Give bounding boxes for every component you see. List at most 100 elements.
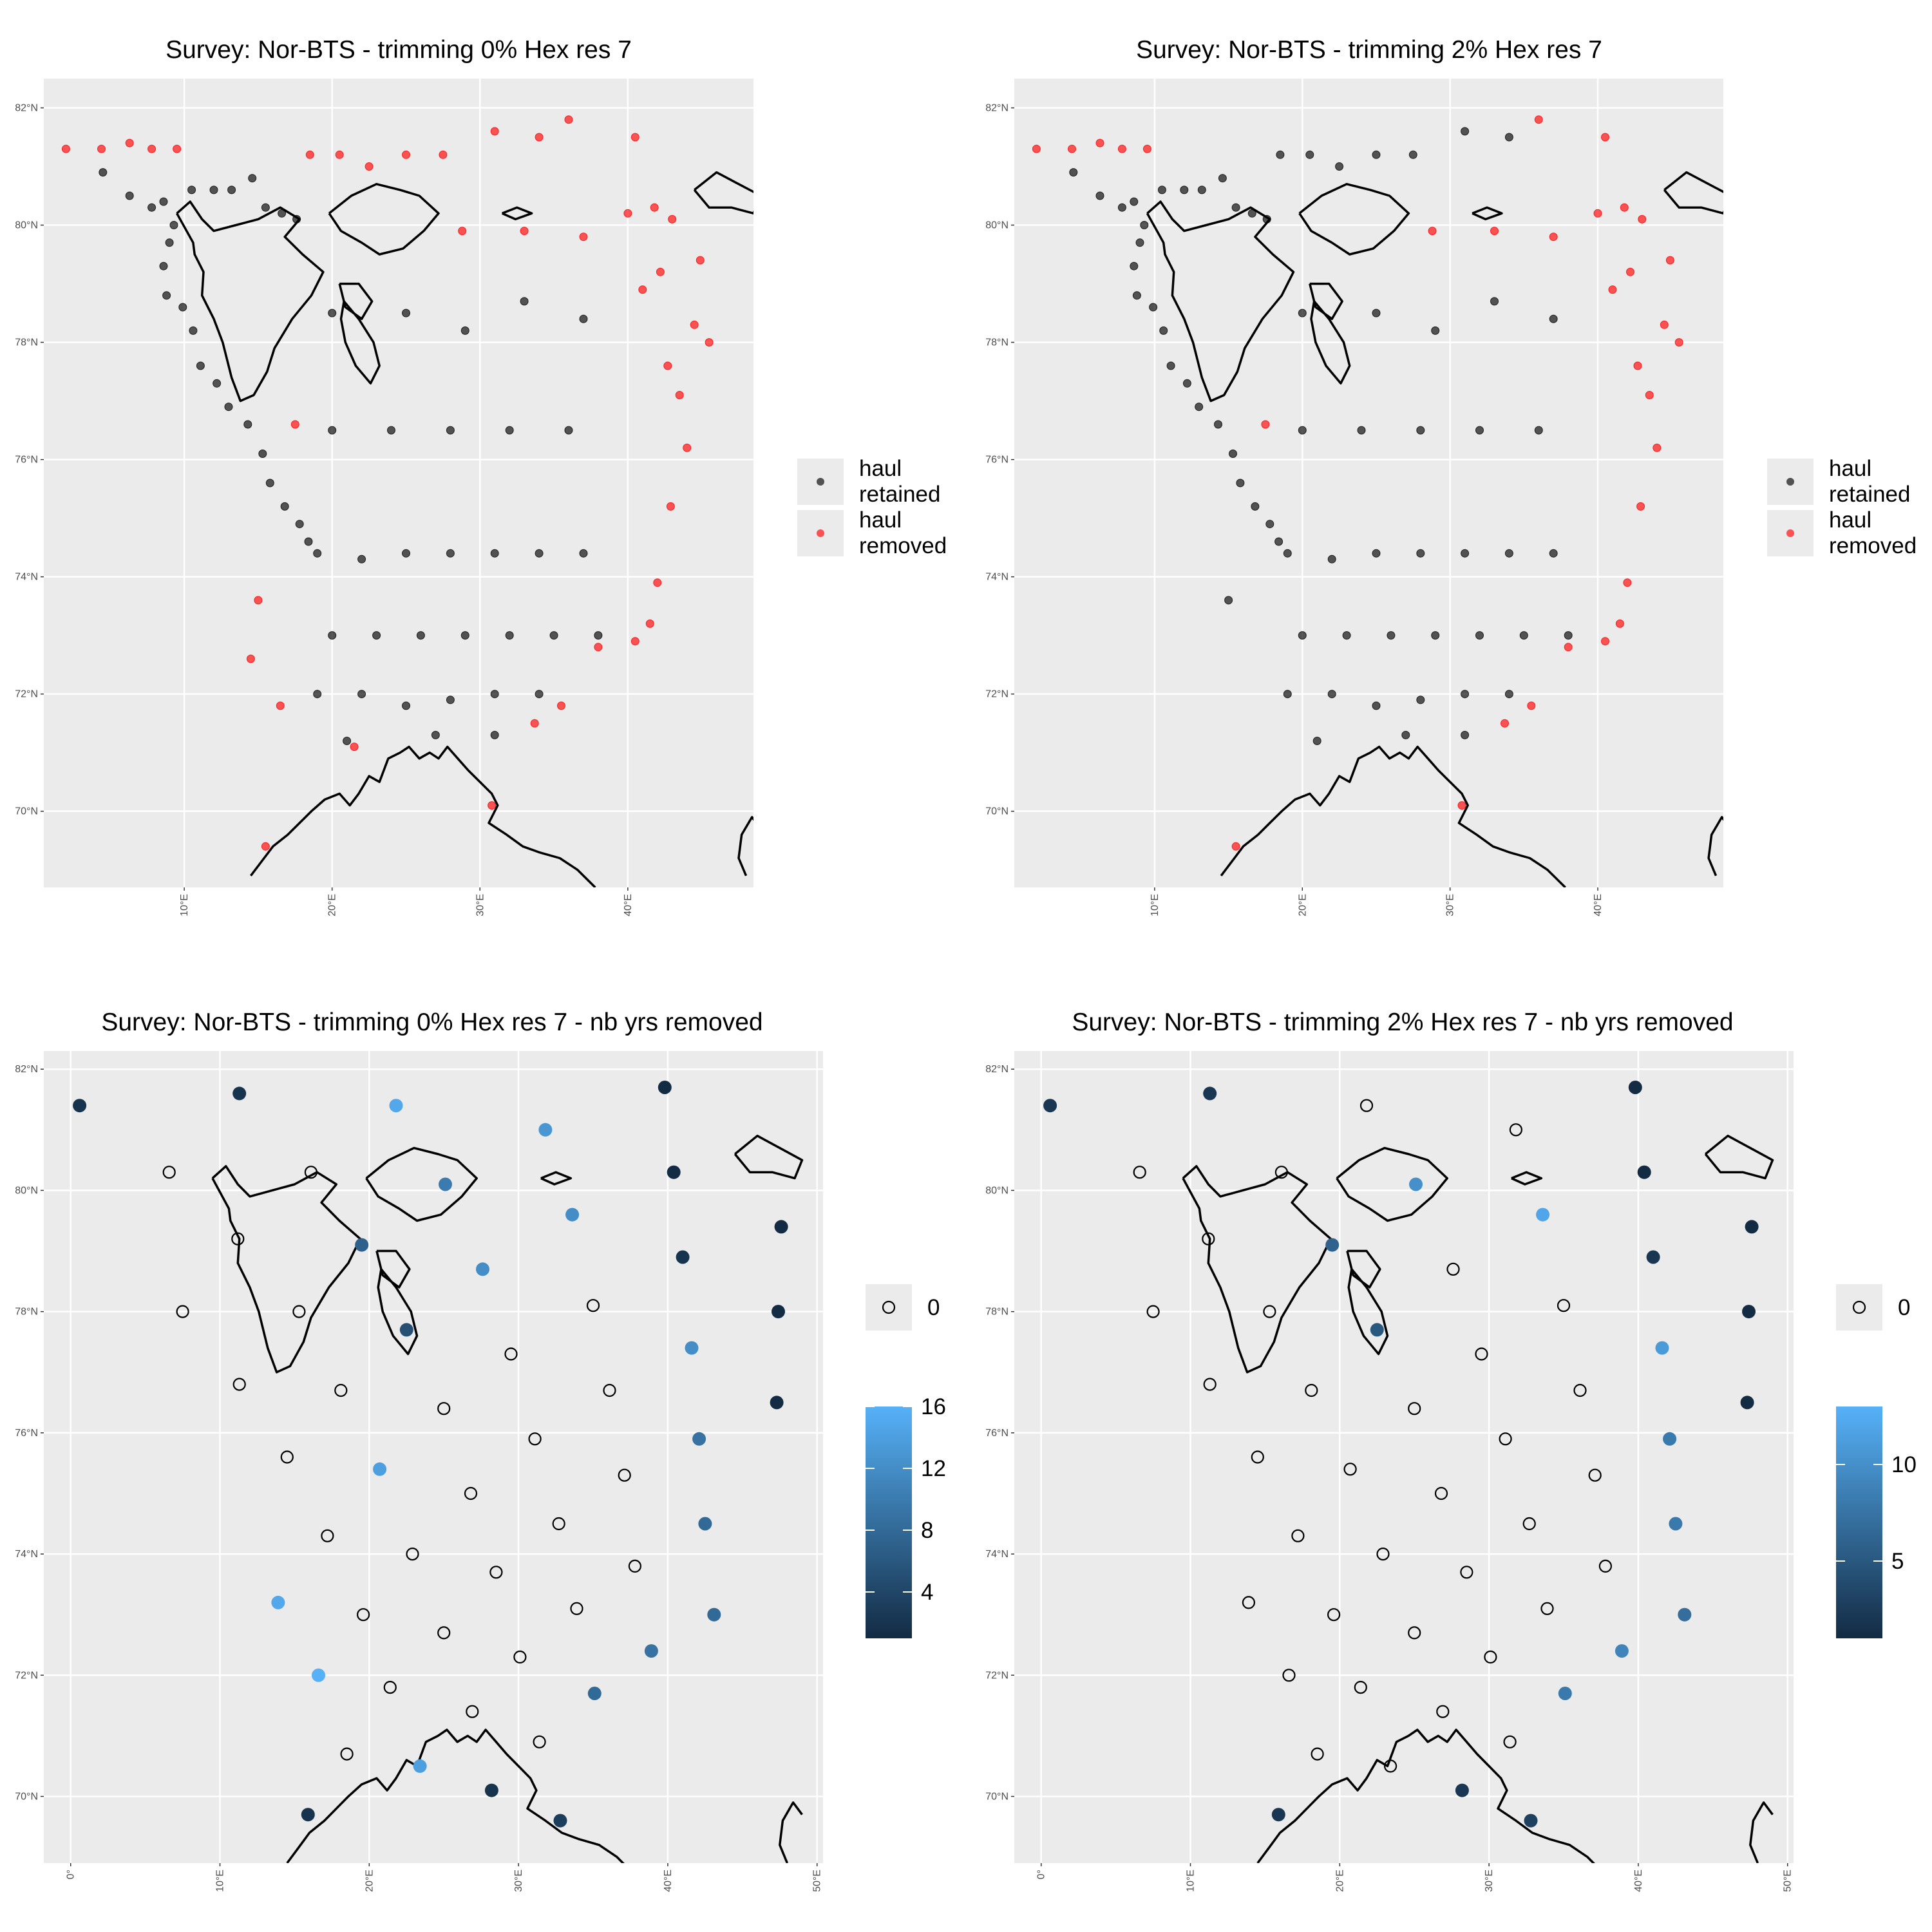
- hex-point-zero: [1251, 1450, 1264, 1464]
- haul-point: [1534, 115, 1543, 124]
- haul-point: [675, 391, 684, 399]
- haul-point: [372, 631, 381, 640]
- haul-point: [1335, 162, 1344, 171]
- haul-point: [365, 162, 374, 171]
- x-tick-label: 40°E: [623, 894, 634, 916]
- haul-point: [1157, 185, 1166, 194]
- x-tick-label: 0°: [1036, 1870, 1047, 1879]
- haul-point: [446, 549, 455, 558]
- hex-point-removed: [698, 1517, 712, 1531]
- hex-point-zero: [628, 1559, 642, 1573]
- legend-zero-label: 0: [1898, 1295, 1910, 1320]
- haul-point: [147, 144, 156, 153]
- haul-point: [246, 654, 255, 663]
- x-tick-label: 30°E: [513, 1870, 524, 1892]
- coastline-franz_josef: [693, 171, 753, 215]
- y-tick-label: 70°N: [985, 1791, 1009, 1802]
- haul-point: [159, 261, 168, 270]
- haul-point: [520, 227, 529, 236]
- haul-point: [1519, 631, 1528, 640]
- haul-point: [1095, 191, 1104, 200]
- plot-area: [1014, 1051, 1794, 1863]
- hex-point-removed: [1325, 1238, 1340, 1252]
- x-tick-label: 20°E: [1297, 894, 1308, 916]
- hex-point-removed: [301, 1808, 315, 1822]
- hex-point-removed: [1742, 1305, 1756, 1319]
- legend: 0 4 8 12 16: [866, 1284, 946, 1638]
- panel-3: Survey: Nor-BTS - trimming 0% Hex res 7 …: [15, 1009, 946, 1892]
- legend-zero-label: 0: [927, 1295, 940, 1320]
- hex-point-zero: [586, 1299, 600, 1312]
- haul-point: [280, 502, 289, 511]
- coastline-svalbard_west: [211, 1165, 362, 1374]
- y-tick-label: 74°N: [15, 572, 38, 583]
- haul-point: [1660, 320, 1669, 329]
- haul-point: [530, 719, 539, 728]
- colorbar-tick-label: 12: [921, 1456, 946, 1481]
- coastline-edgeoya: [1347, 1268, 1389, 1356]
- haul-point: [1593, 209, 1602, 218]
- haul-point: [1159, 326, 1168, 335]
- coastline-kvitoya: [501, 206, 533, 221]
- haul-point: [1142, 144, 1151, 153]
- y-tick-label: 82°N: [15, 1064, 38, 1075]
- hex-point-zero: [552, 1517, 565, 1531]
- haul-point: [638, 285, 647, 294]
- hex-point-zero: [1291, 1529, 1305, 1542]
- haul-point: [1504, 690, 1513, 699]
- haul-point: [666, 502, 675, 511]
- haul-point: [1305, 150, 1314, 159]
- hex-point-zero: [1263, 1305, 1276, 1318]
- haul-point: [1130, 261, 1139, 270]
- coastline-franz_josef: [734, 1134, 804, 1180]
- plot-background: [1014, 79, 1723, 887]
- hex-point-zero: [570, 1602, 583, 1615]
- hex-point-removed: [399, 1323, 413, 1337]
- haul-point: [1298, 426, 1307, 435]
- haul-point: [1283, 690, 1292, 699]
- hex-point-zero: [1446, 1262, 1460, 1276]
- coastline-nordaustlandet: [365, 1146, 478, 1222]
- haul-point: [328, 631, 337, 640]
- haul-point: [1408, 150, 1417, 159]
- haul-point: [1501, 719, 1509, 728]
- hex-point-zero: [1242, 1596, 1256, 1609]
- haul-point: [594, 643, 603, 652]
- hex-point-zero: [1598, 1559, 1612, 1573]
- hex-point-zero: [1203, 1378, 1217, 1391]
- haul-point: [147, 203, 156, 212]
- colorbar-tick-label: 4: [921, 1580, 933, 1605]
- haul-point: [1665, 256, 1674, 265]
- haul-point: [1236, 478, 1245, 488]
- y-tick-label: 80°N: [15, 1185, 38, 1196]
- hex-point-removed: [774, 1220, 788, 1234]
- haul-point: [99, 168, 108, 177]
- haul-point: [623, 209, 632, 218]
- y-tick-label: 82°N: [985, 103, 1009, 114]
- legend-key-retained: [1786, 478, 1794, 486]
- haul-point: [696, 256, 705, 265]
- coastline-franz_josef: [1704, 1134, 1774, 1180]
- haul-point: [1231, 203, 1240, 212]
- haul-point: [630, 133, 639, 142]
- haul-point: [1117, 144, 1126, 153]
- coastline-norway: [1256, 1728, 1595, 1863]
- hex-points: [1043, 1081, 1759, 1828]
- hex-point-removed: [1370, 1323, 1384, 1337]
- hex-point-zero: [1434, 1486, 1448, 1501]
- coastline-norway: [286, 1728, 625, 1863]
- hex-point-removed: [1558, 1687, 1572, 1700]
- coastline-kola_east: [737, 816, 753, 876]
- haul-point: [1166, 361, 1175, 370]
- haul-point: [1475, 631, 1484, 640]
- hex-point-removed: [389, 1099, 403, 1113]
- haul-point: [1180, 185, 1189, 194]
- panel-1: Survey: Nor-BTS - trimming 0% Hex res 7 7…: [15, 36, 947, 916]
- haul-point: [1601, 637, 1609, 646]
- hex-point-zero: [1557, 1299, 1571, 1312]
- haul-point: [1117, 203, 1126, 212]
- coastline-nordaustlandet: [1336, 1146, 1448, 1222]
- legend-label: haul removed: [859, 507, 947, 558]
- haul-point: [1401, 730, 1410, 739]
- hex-point-zero: [464, 1486, 478, 1501]
